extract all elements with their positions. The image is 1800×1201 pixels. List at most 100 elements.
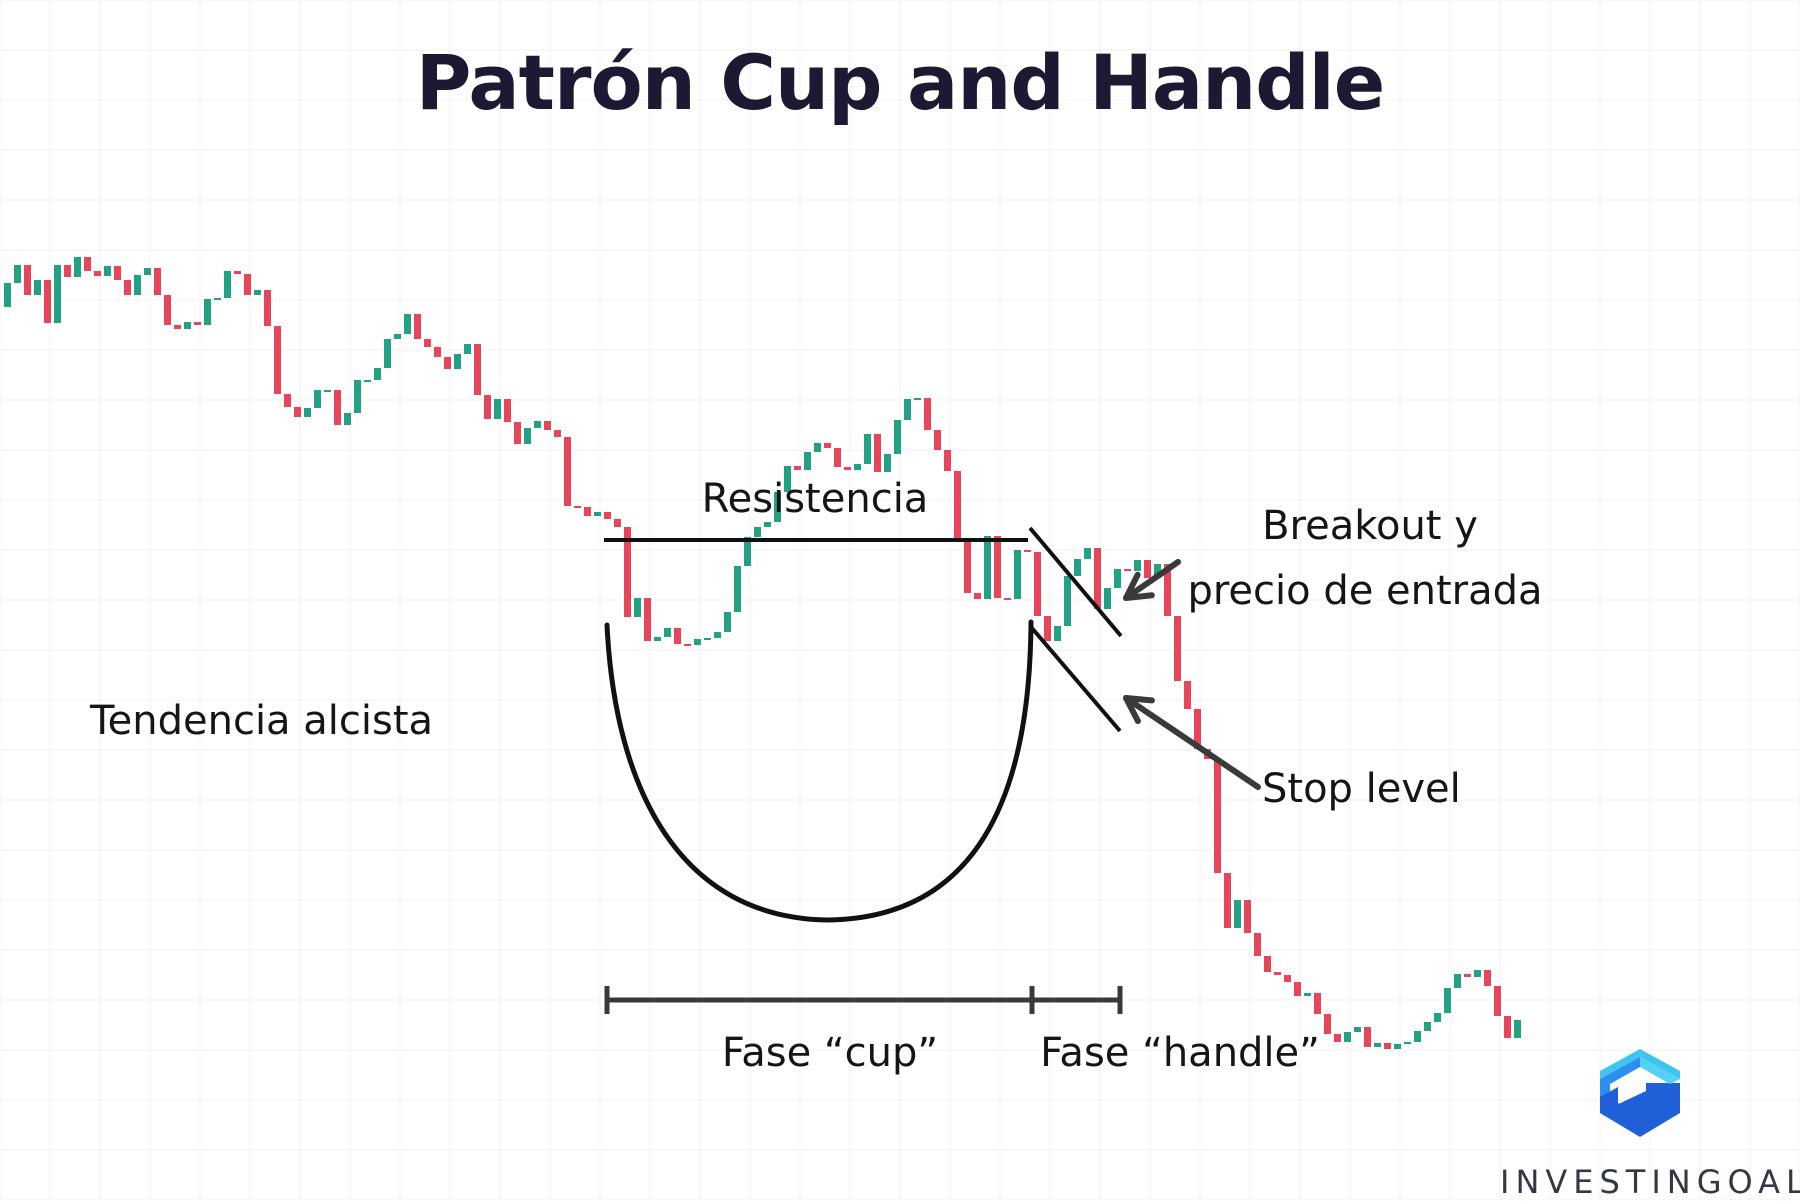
bearish-candle xyxy=(164,295,171,325)
bearish-candle xyxy=(44,280,51,323)
candle-body xyxy=(624,527,631,617)
bullish-candle xyxy=(144,268,151,275)
candle-body xyxy=(1004,598,1011,600)
candle-body xyxy=(74,257,81,277)
candle-body xyxy=(124,280,131,295)
bearish-candle xyxy=(944,450,951,471)
candle-body xyxy=(1114,569,1121,588)
bearish-candle xyxy=(1334,1034,1341,1042)
bearish-candle xyxy=(1024,550,1031,552)
bearish-candle xyxy=(274,326,281,394)
bearish-candle xyxy=(424,339,431,347)
bearish-candle xyxy=(284,394,291,407)
bearish-candle xyxy=(1484,970,1491,986)
bullish-candle xyxy=(694,639,701,645)
candle-body xyxy=(684,644,691,646)
bullish-candle xyxy=(904,399,911,420)
bearish-candle xyxy=(574,506,581,508)
bullish-candle xyxy=(494,399,501,419)
bearish-candle xyxy=(974,593,981,599)
bullish-candle xyxy=(314,390,321,408)
candle-body xyxy=(1244,900,1251,933)
candle-body xyxy=(734,566,741,612)
bearish-candle xyxy=(1294,982,1301,996)
bullish-candle xyxy=(34,280,41,295)
candle-body xyxy=(184,322,191,329)
bearish-candle xyxy=(234,271,241,274)
bullish-candle xyxy=(634,598,641,617)
bearish-candle xyxy=(934,430,941,450)
bullish-candle xyxy=(1014,550,1021,599)
bearish-candle xyxy=(154,268,161,295)
arrow-shaft xyxy=(1123,559,1181,601)
candle-body xyxy=(944,450,951,471)
bearish-candle xyxy=(1254,933,1261,956)
arrow-head xyxy=(1123,571,1155,601)
candle-body xyxy=(1434,1013,1441,1022)
candle-body xyxy=(394,334,401,339)
candle-body xyxy=(864,434,871,464)
candle-body xyxy=(1414,1031,1421,1042)
candle-body xyxy=(1484,970,1491,986)
candle-body xyxy=(324,390,331,392)
bearish-candle xyxy=(644,598,651,641)
bearish-candle xyxy=(1274,972,1281,975)
candle-body xyxy=(1354,1027,1361,1032)
candle-body xyxy=(54,265,61,323)
bearish-candle xyxy=(564,437,571,506)
bearish-candle xyxy=(194,322,201,325)
bearish-candle xyxy=(794,466,801,470)
stop-level-label: Stop level xyxy=(1262,766,1461,812)
bullish-candle xyxy=(1374,1043,1381,1047)
bearish-candle xyxy=(924,398,931,430)
candle-body xyxy=(204,299,211,325)
bullish-candle xyxy=(204,299,211,325)
candle-body xyxy=(1404,1042,1411,1044)
candle-body xyxy=(294,407,301,417)
bearish-candle xyxy=(994,536,1001,598)
candle-body xyxy=(764,522,771,527)
bullish-candle xyxy=(1304,993,1311,996)
candle-body xyxy=(44,280,51,323)
bullish-candle xyxy=(1234,900,1241,928)
bullish-candle xyxy=(1134,560,1141,571)
bullish-candle xyxy=(364,380,371,382)
candle-body xyxy=(504,399,511,422)
candle-body xyxy=(384,339,391,368)
bearish-candle xyxy=(474,344,481,395)
candle-body xyxy=(154,268,161,295)
candle-body xyxy=(1074,559,1081,576)
bullish-candle xyxy=(734,566,741,612)
candle-body xyxy=(654,637,661,641)
candle-body xyxy=(1334,1034,1341,1042)
candle-body xyxy=(614,519,621,527)
bearish-candle xyxy=(84,257,91,271)
candle-body xyxy=(754,527,761,537)
bullish-candle xyxy=(754,527,761,537)
candle-body xyxy=(974,593,981,599)
bullish-candle xyxy=(354,380,361,413)
bearish-candle xyxy=(1094,548,1101,609)
bearish-candle xyxy=(1144,560,1151,578)
candle-body xyxy=(374,368,381,380)
bearish-candle xyxy=(844,467,851,470)
candle-body xyxy=(1224,873,1231,928)
candle-body xyxy=(584,507,591,516)
bullish-candle xyxy=(594,512,601,516)
candle-body xyxy=(254,290,261,295)
bearish-candle xyxy=(964,539,971,593)
candle-body xyxy=(634,598,641,617)
candle-body xyxy=(364,380,371,382)
candle-body xyxy=(164,295,171,325)
bullish-candle xyxy=(384,339,391,368)
candle-body xyxy=(174,325,181,329)
candle-body xyxy=(1164,564,1171,616)
bearish-candle xyxy=(1284,975,1291,982)
candle-body xyxy=(414,314,421,339)
bearish-candle xyxy=(834,448,841,467)
candle-body xyxy=(874,434,881,472)
bullish-candle xyxy=(54,265,61,323)
bullish-candle xyxy=(1084,548,1091,559)
bullish-candle xyxy=(534,421,541,428)
candle-body xyxy=(444,357,451,369)
